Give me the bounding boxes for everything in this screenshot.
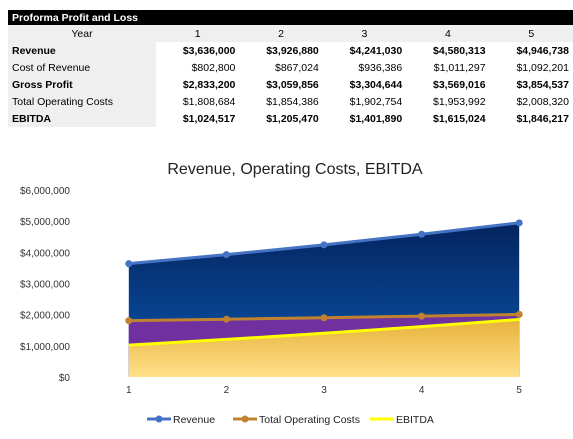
table-cell: $1,401,890: [349, 112, 403, 125]
table-cell: $4,580,313: [433, 44, 486, 57]
table-row: Gross Profit $2,833,200 $3,059,856 $3,304,6…: [8, 76, 573, 93]
y-tick-label: $1,000,000: [20, 342, 70, 353]
table-cell: $3,304,644: [349, 78, 403, 91]
table-cell: $3,059,856: [266, 78, 319, 91]
row-label: Total Operating Costs: [8, 93, 156, 110]
table-cell: $936,386: [358, 61, 403, 74]
x-tick-label: 3: [321, 385, 327, 396]
year-header-row: Year 1 2 3 4 5: [8, 25, 573, 42]
table-cell: $3,569,016: [433, 78, 486, 91]
legend-label: Revenue: [173, 414, 215, 426]
x-axis: 1 2 3 4 5: [126, 385, 522, 396]
table-row: Cost of Revenue $802,800 $867,024 $936,386 $…: [8, 59, 573, 76]
table-cell: $3,636,000: [182, 44, 236, 57]
chart-lines: [125, 219, 523, 347]
data-point: [125, 260, 133, 268]
table-cell: $1,902,754: [349, 95, 403, 108]
x-tick-label: 1: [126, 385, 132, 396]
year-header-cell: 5: [489, 25, 573, 42]
x-tick-label: 5: [516, 385, 522, 396]
y-tick-label: $6,000,000: [20, 186, 70, 197]
table-cell: $1,011,297: [433, 61, 486, 74]
row-label: EBITDA: [8, 110, 156, 127]
legend-label: EBITDA: [396, 414, 434, 426]
y-tick-label: $0: [59, 373, 71, 384]
legend-marker: [155, 415, 163, 423]
data-point: [418, 312, 426, 320]
x-tick-label: 4: [419, 385, 425, 396]
data-point: [222, 251, 230, 259]
table-cell: $4,241,030: [349, 44, 403, 57]
y-tick-label: $4,000,000: [20, 248, 70, 259]
table-cell: $1,808,684: [182, 95, 236, 108]
legend-marker: [241, 415, 249, 423]
table-cell: $802,800: [191, 61, 236, 74]
row-label: Cost of Revenue: [8, 59, 156, 76]
table-cell: $2,008,320: [516, 95, 569, 108]
data-point: [515, 219, 523, 227]
year-header-cell: 4: [406, 25, 490, 42]
table-row: EBITDA $1,024,517 $1,205,470 $1,401,890 $1,6…: [8, 110, 573, 127]
table-cell: $1,205,470: [266, 112, 319, 125]
data-point: [320, 241, 328, 249]
y-tick-label: $5,000,000: [20, 217, 70, 228]
chart-legend: Revenue Total Operating Costs EBITDA: [147, 414, 434, 426]
table-cell: $1,615,024: [433, 112, 486, 125]
data-point: [125, 317, 133, 325]
table-cell: $2,833,200: [182, 78, 236, 91]
year-header-cell: 3: [322, 25, 407, 42]
data-point: [222, 315, 230, 323]
y-tick-label: $2,000,000: [20, 311, 70, 322]
x-tick-label: 2: [224, 385, 230, 396]
table-row: Total Operating Costs $1,808,684 $1,854,38…: [8, 93, 573, 110]
table-cell: $1,846,217: [516, 112, 569, 125]
table-cell: $1,854,386: [266, 95, 319, 108]
table-cell: $867,024: [274, 61, 319, 74]
table-cell: $1,092,201: [516, 61, 569, 74]
row-label: Gross Profit: [8, 76, 156, 93]
row-label: Revenue: [8, 42, 156, 59]
line-ebitda: [128, 317, 520, 347]
year-label: Year: [8, 25, 156, 42]
table-cell: $4,946,738: [516, 44, 569, 57]
data-point: [515, 310, 523, 318]
chart-title: Revenue, Operating Costs, EBITDA: [167, 161, 423, 178]
table-cell: $3,926,880: [266, 44, 319, 57]
table-cell: $3,854,537: [516, 78, 569, 91]
profit-loss-table: Proforma Profit and Loss Year 1 2 3 4 5 Revenu…: [8, 10, 573, 127]
y-tick-label: $3,000,000: [20, 280, 70, 291]
revenue-costs-ebitda-chart: Revenue, Operating Costs, EBITDA $0 $1,00…: [20, 161, 523, 426]
table-cell: $1,024,517: [182, 112, 236, 125]
table-cell: $1,953,992: [433, 95, 486, 108]
year-header-cell: 1: [156, 25, 240, 42]
data-point: [320, 314, 328, 322]
table-row: Revenue $3,636,000 $3,926,880 $4,241,030 $4,…: [8, 42, 573, 59]
data-point: [418, 230, 426, 238]
y-axis: $0 $1,000,000 $2,000,000 $3,000,000 $4,000,0…: [20, 186, 70, 384]
year-header-cell: 2: [239, 25, 323, 42]
legend-label: Total Operating Costs: [259, 414, 360, 426]
table-title: Proforma Profit and Loss: [8, 10, 573, 25]
area-ebitda: [128, 319, 520, 377]
